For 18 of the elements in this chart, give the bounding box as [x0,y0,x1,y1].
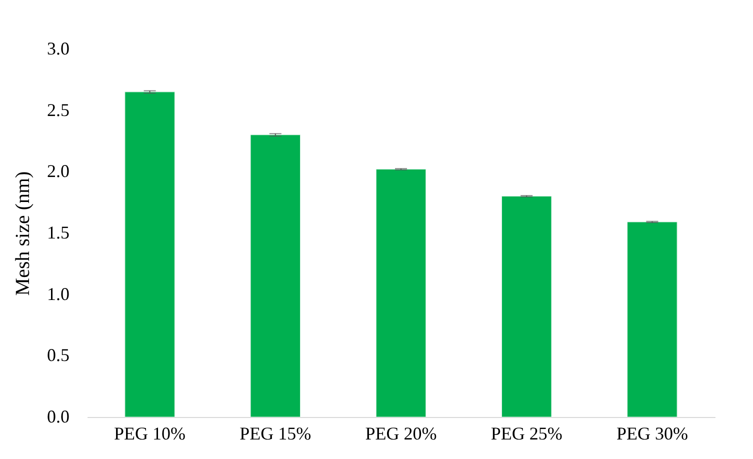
x-tick-label: PEG 15% [240,424,312,444]
x-tick-label: PEG 20% [365,424,437,444]
y-tick-label: 3.0 [47,38,70,58]
bar [501,196,552,418]
x-tick-label: PEG 30% [616,424,688,444]
x-tick-label: PEG 25% [490,424,562,444]
x-tick-label: PEG 10% [114,424,186,444]
bar [627,222,678,418]
bar [376,168,426,418]
y-tick-label: 1.5 [47,222,70,242]
y-tick-label: 1.0 [47,284,70,304]
y-axis-title: Mesh size (nm) [12,171,34,296]
y-tick-label: 2.0 [47,161,70,182]
y-tick-label: 0.5 [47,345,70,366]
y-tick-label: 2.5 [47,100,70,120]
bar [124,92,175,418]
bar [250,134,301,418]
y-tick-label: 0.0 [47,406,70,426]
